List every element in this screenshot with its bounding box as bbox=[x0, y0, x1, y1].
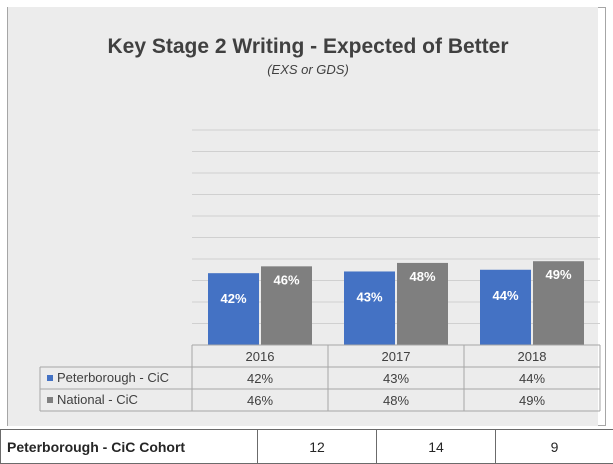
cohort-value-2017: 14 bbox=[376, 429, 496, 464]
legend-key bbox=[47, 375, 53, 381]
bar-data-label: 42% bbox=[220, 291, 246, 306]
gridlines bbox=[192, 129, 600, 346]
bar bbox=[344, 271, 395, 345]
cohort-row: Peterborough - CiC Cohort 12 14 9 bbox=[0, 429, 613, 464]
bar-data-label: 46% bbox=[273, 272, 299, 287]
table-value: 49% bbox=[519, 393, 545, 408]
cohort-table: Peterborough - CiC Cohort 12 14 9 bbox=[0, 429, 613, 464]
table-value: 43% bbox=[383, 371, 409, 386]
data-table: 2016 2017 2018 Peterborough - CiC 42% 43% 44% N… bbox=[39, 344, 601, 412]
legend-label: National - CiC bbox=[57, 392, 138, 407]
bar bbox=[208, 273, 259, 345]
legend-label: Peterborough - CiC bbox=[57, 370, 169, 385]
chart-title: Key Stage 2 Writing - Expected of Better bbox=[107, 35, 508, 58]
x-tick-label: 2017 bbox=[382, 349, 411, 364]
bar-data-label: 49% bbox=[545, 267, 571, 282]
bar bbox=[261, 266, 312, 345]
bar bbox=[397, 262, 448, 345]
chart-subtitle: (EXS or GDS) bbox=[267, 62, 349, 77]
bars: 42% 46% 43% 48% 44% 49% bbox=[208, 261, 584, 345]
cohort-value-2018: 9 bbox=[495, 429, 613, 464]
bar-data-label: 43% bbox=[356, 289, 382, 304]
bar-data-label: 48% bbox=[409, 269, 435, 284]
x-tick-label: 2018 bbox=[518, 349, 547, 364]
bar-data-label: 44% bbox=[492, 288, 518, 303]
legend-key bbox=[47, 397, 53, 403]
table-value: 42% bbox=[247, 371, 273, 386]
cohort-value-2016: 12 bbox=[257, 429, 377, 464]
x-tick-label: 2016 bbox=[246, 349, 275, 364]
table-value: 48% bbox=[383, 393, 409, 408]
bar bbox=[480, 269, 531, 345]
table-value: 46% bbox=[247, 393, 273, 408]
bar bbox=[533, 261, 584, 345]
cohort-label: Peterborough - CiC Cohort bbox=[0, 429, 258, 464]
table-value: 44% bbox=[519, 371, 545, 386]
bar-chart: Key Stage 2 Writing - Expected of Better… bbox=[39, 35, 601, 412]
